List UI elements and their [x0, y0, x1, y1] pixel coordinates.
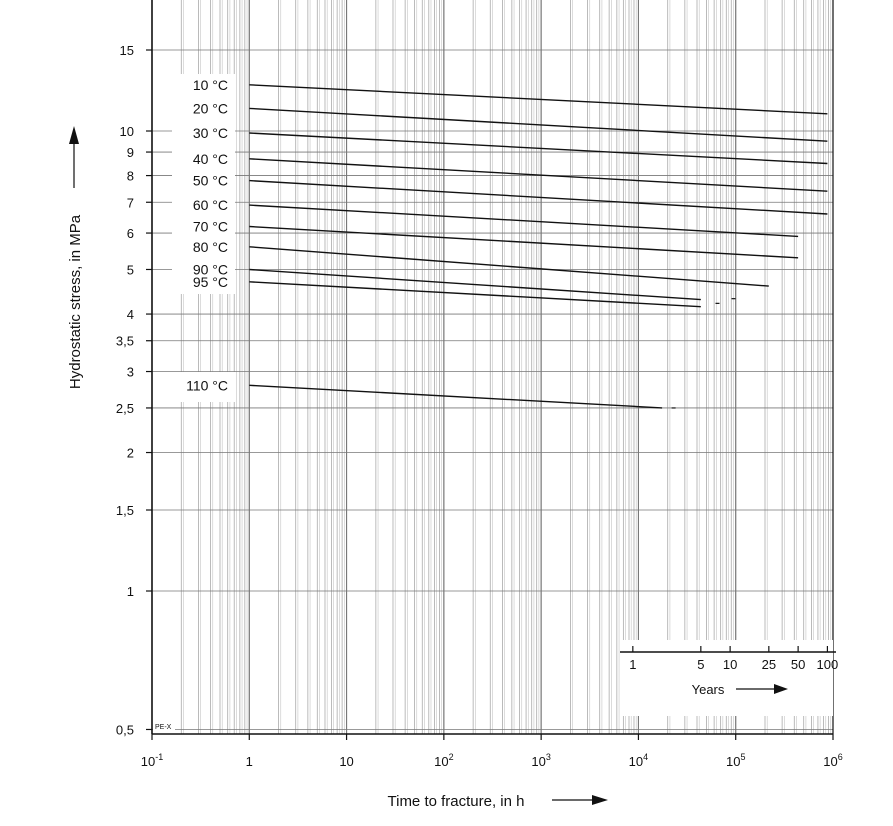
- y-tick-label: 3,5: [116, 334, 134, 349]
- years-tick-label: 25: [762, 657, 776, 672]
- series-label-background: [172, 372, 235, 402]
- series-line: [249, 158, 828, 192]
- y-tick-label: 2,5: [116, 401, 134, 416]
- series-label: 10 °C: [193, 77, 228, 93]
- x-tick-base: 10: [726, 754, 740, 769]
- x-tick-exponent: -1: [155, 752, 163, 762]
- material-tag-box: [153, 720, 175, 732]
- series-label-background: [172, 74, 235, 294]
- y-tick-label: 0,5: [116, 722, 134, 737]
- series-label: 60 °C: [193, 197, 228, 213]
- x-tick-label: 103: [531, 752, 550, 769]
- series-line: [249, 84, 828, 115]
- years-scale: 1 5 10 25 50 100 Years: [620, 640, 838, 716]
- y-axis-arrow-icon: [69, 126, 79, 144]
- series-label: 40 °C: [193, 151, 228, 167]
- x-axis-arrow-icon: [592, 795, 608, 805]
- y-axis-title: Hydrostatic stress, in MPa: [67, 214, 84, 389]
- years-arrow-icon: [774, 684, 788, 694]
- y-tick-label: 1: [127, 584, 134, 599]
- y-tick-label: 2: [127, 446, 134, 461]
- x-axis-title: Time to fracture, in h: [388, 793, 525, 810]
- x-tick-base: 10: [339, 754, 353, 769]
- x-tick-label: 102: [434, 752, 453, 769]
- y-tick-label: 1,5: [116, 503, 134, 518]
- chart-labels: 10 °C 20 °C 30 °C 40 °C 50 °C 60 °C 70 °C 80 °C…: [67, 43, 843, 810]
- series-line: [249, 246, 769, 287]
- years-tick-label: 10: [723, 657, 737, 672]
- years-tick-label: 5: [697, 657, 704, 672]
- years-label: Years: [692, 682, 725, 697]
- series-line: [249, 107, 828, 142]
- series-line: [249, 179, 828, 215]
- grid-lines: [151, 0, 834, 734]
- x-tick-exponent: 6: [838, 752, 843, 762]
- years-tick-label: 1: [629, 657, 636, 672]
- y-tick-label: 9: [127, 145, 134, 160]
- y-tick-label: 6: [127, 226, 134, 241]
- series-label: 110 °C: [186, 377, 228, 393]
- y-tick-label: 3: [127, 365, 134, 380]
- series-label: 20 °C: [193, 100, 228, 116]
- x-tick-exponent: 4: [643, 752, 648, 762]
- label-background: [172, 74, 235, 402]
- series-line: [249, 268, 701, 301]
- series-label: 50 °C: [193, 173, 228, 189]
- y-tick-label: 10: [120, 124, 134, 139]
- y-tick-label: 5: [127, 262, 134, 277]
- x-tick-base: 10: [629, 754, 643, 769]
- x-tick-label: 10: [339, 754, 353, 769]
- x-tick-base: 1: [246, 754, 253, 769]
- x-tick-exponent: 5: [740, 752, 745, 762]
- series-line: [249, 225, 799, 259]
- series-label: 30 °C: [193, 125, 228, 141]
- x-tick-exponent: 2: [449, 752, 454, 762]
- x-tick-base: 10: [434, 754, 448, 769]
- series-line: [249, 132, 828, 165]
- material-tag: PE-X: [155, 724, 172, 731]
- years-tick-label: 50: [791, 657, 805, 672]
- x-tick-label: 105: [726, 752, 745, 769]
- series-lines: [249, 84, 828, 409]
- x-tick-label: 10-1: [141, 752, 163, 769]
- series-line: [249, 204, 799, 238]
- years-tick-label: 100: [817, 657, 839, 672]
- y-tick-label: 15: [120, 43, 134, 58]
- x-tick-label: 104: [629, 752, 648, 769]
- y-tick-label: 8: [127, 169, 134, 184]
- series-line: [249, 281, 701, 308]
- series-label: 80 °C: [193, 239, 228, 255]
- series-label: 70 °C: [193, 219, 228, 235]
- y-tick-label: 7: [127, 195, 134, 210]
- x-tick-label: 106: [823, 752, 842, 769]
- series-label: 90 °C: [193, 261, 228, 277]
- x-tick-exponent: 3: [546, 752, 551, 762]
- x-tick-base: 10: [823, 754, 837, 769]
- series-label: 95 °C: [193, 274, 228, 290]
- x-tick-base: 10: [531, 754, 545, 769]
- x-tick-base: 10: [141, 754, 155, 769]
- series-line: [249, 384, 663, 409]
- axes: [146, 0, 834, 740]
- y-tick-label: 4: [127, 307, 134, 322]
- x-tick-label: 1: [246, 754, 253, 769]
